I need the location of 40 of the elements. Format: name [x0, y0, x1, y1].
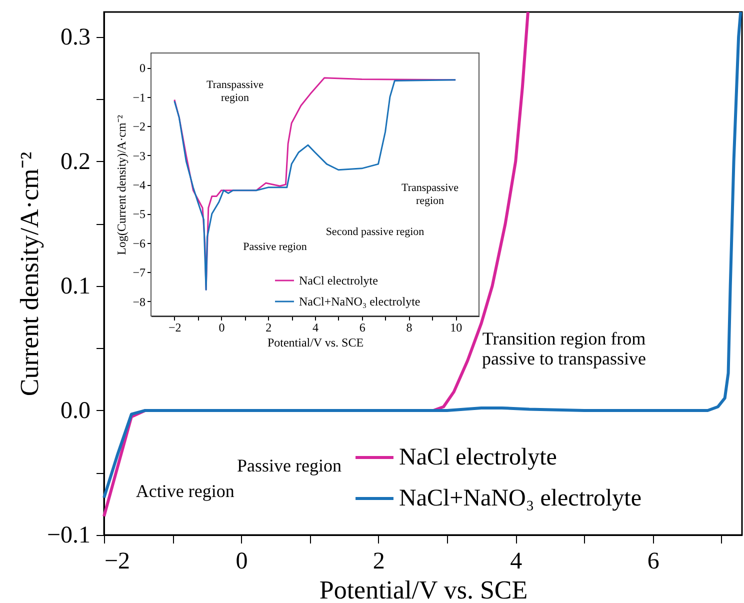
y-tick-label: −8: [132, 294, 146, 309]
legend-label: NaCl+NaNO₃ electrolyte: [299, 294, 420, 308]
y-tick-label: −0.1: [46, 522, 90, 548]
annotation: Active region: [136, 480, 234, 501]
y-tick-label: 0.1: [60, 273, 90, 300]
y-tick-label: 0.0: [60, 398, 90, 424]
x-tick-label: 6: [359, 320, 366, 334]
x-tick-label: −2: [168, 320, 182, 334]
y-tick-label: 0.2: [60, 148, 90, 175]
x-tick-label: 6: [647, 548, 660, 574]
x-tick-label: 4: [510, 548, 522, 574]
y-axis-title: Log(Current density)/A·cm⁻²: [114, 114, 129, 255]
y-tick-label: −7: [132, 266, 146, 280]
x-axis-title: Potential/V vs. SCE: [319, 576, 528, 603]
y-tick-label: −4: [132, 178, 146, 192]
y-axis-title: Current density/A·cm⁻²: [14, 152, 44, 396]
annotation: Passive region: [243, 241, 308, 253]
y-tick-label: 0.3: [60, 24, 90, 50]
x-axis-title: Potential/V vs. SCE: [267, 336, 364, 350]
y-tick-label: −3: [132, 148, 146, 163]
y-tick-label: −5: [132, 207, 146, 222]
x-tick-label: 8: [406, 320, 412, 334]
x-tick-label: 2: [372, 548, 385, 574]
x-tick-label: 4: [312, 320, 318, 334]
x-tick-label: 2: [266, 320, 272, 334]
y-tick-label: −2: [132, 120, 146, 134]
y-tick-label: 0: [140, 61, 146, 76]
annotation: Transpassive region: [401, 182, 459, 207]
annotation: Passive region: [236, 455, 342, 476]
y-tick-label: −1: [132, 90, 146, 104]
annotation: Transition region from passive to transpassive: [482, 328, 646, 369]
legend-label: NaCl electrolyte: [299, 274, 378, 288]
legend-label: NaCl+NaNO₃ electrolyte: [399, 486, 642, 512]
annotation: Second passive region: [326, 226, 425, 238]
x-tick-label: 10: [450, 320, 462, 334]
x-tick-label: 0: [236, 548, 248, 574]
annotation: Transpassive region: [206, 79, 264, 104]
x-tick-label: 0: [218, 320, 225, 334]
y-tick-label: −6: [132, 236, 146, 250]
legend-label: NaCl electrolyte: [399, 444, 557, 470]
